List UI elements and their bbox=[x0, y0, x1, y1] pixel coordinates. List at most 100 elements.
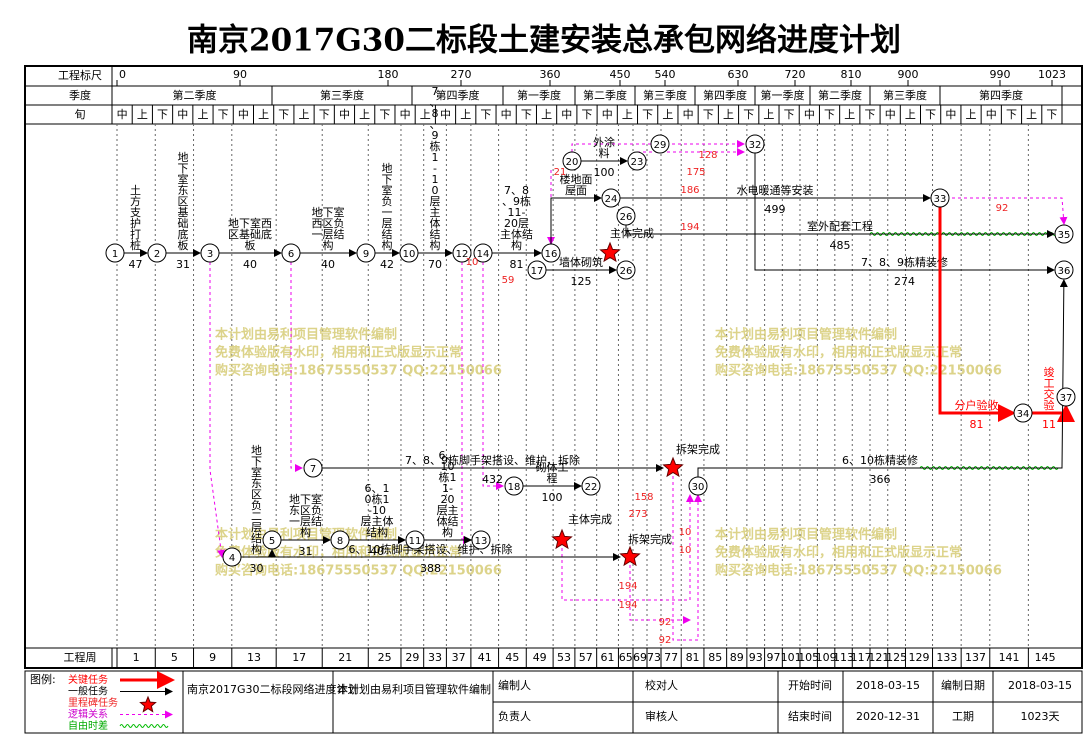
free-float-value: 186 bbox=[680, 185, 699, 196]
node bbox=[356, 243, 376, 263]
node-label: 35 bbox=[1058, 230, 1071, 241]
week: 29 bbox=[405, 651, 419, 664]
week: 101 bbox=[781, 651, 802, 664]
watermark: 本计划由易利项目管理软件编制 bbox=[215, 527, 397, 543]
node-label: 30 bbox=[692, 482, 705, 493]
free-float-value: 10 bbox=[466, 257, 479, 268]
node-label: 29 bbox=[654, 140, 667, 151]
xun-label: 旬 bbox=[75, 108, 86, 121]
node-label: 24 bbox=[605, 194, 618, 205]
node bbox=[262, 530, 282, 550]
task-arrow bbox=[550, 194, 602, 244]
xun: 中 bbox=[117, 108, 128, 121]
watermark: 购买咨询电话:18675550537 QQ:22150066 bbox=[215, 563, 502, 579]
quarter: 第三季度 bbox=[643, 88, 687, 102]
task-arrow bbox=[938, 207, 1016, 422]
xun: 下 bbox=[319, 108, 330, 121]
week: 129 bbox=[909, 651, 930, 664]
logic-link bbox=[482, 262, 504, 490]
watermark: 免费体验版有水印，相用和正式版显示正常 bbox=[715, 345, 962, 361]
task-label: 墙体砌筑 bbox=[559, 255, 603, 269]
week: 125 bbox=[886, 651, 907, 664]
watermark: 免费体验版有水印，相用和正式版显示正常 bbox=[715, 545, 962, 561]
scale-tick-label: 990 bbox=[990, 68, 1011, 81]
node bbox=[147, 243, 167, 263]
xun: 上 bbox=[723, 108, 734, 121]
week: 41 bbox=[478, 651, 492, 664]
xun: 下 bbox=[824, 108, 835, 121]
free-float-value: 273 bbox=[628, 509, 647, 520]
node bbox=[688, 476, 708, 496]
task-label: 楼地面屋面 bbox=[560, 172, 593, 197]
title: 南京2017G30二标段土建安装总承包网络进度计划 bbox=[187, 23, 901, 59]
node bbox=[1056, 387, 1076, 407]
week: 17 bbox=[292, 651, 306, 664]
week: 9 bbox=[209, 651, 216, 664]
task-arrow bbox=[1032, 404, 1075, 422]
watermark: 购买咨询电话:18675550537 QQ:22150066 bbox=[715, 563, 1002, 579]
node-label: 22 bbox=[585, 482, 598, 493]
scale-tick-label: 810 bbox=[841, 68, 862, 81]
task-label: 分户验收 bbox=[955, 398, 999, 412]
xun: 中 bbox=[339, 108, 350, 121]
xun: 下 bbox=[925, 108, 936, 121]
quarter: 第一季度 bbox=[761, 88, 805, 102]
week: 65 bbox=[619, 651, 633, 664]
xun: 中 bbox=[177, 108, 188, 121]
legend-label: 逻辑关系 bbox=[68, 708, 108, 721]
task-duration: 100 bbox=[542, 491, 563, 504]
task-label: 7、8、9栋精装修 bbox=[861, 255, 948, 269]
task-duration: 40 bbox=[370, 545, 384, 558]
free-float-value: 92 bbox=[996, 203, 1009, 214]
start-label: 开始时间 bbox=[788, 678, 832, 692]
logic-link bbox=[629, 565, 691, 624]
node bbox=[452, 243, 472, 263]
watermark: 本计划由易利项目管理软件编制 bbox=[715, 527, 897, 543]
free-float-value: 59 bbox=[502, 275, 515, 286]
leader: 负责人 bbox=[498, 709, 531, 723]
week: 117 bbox=[851, 651, 872, 664]
node bbox=[399, 243, 419, 263]
xun: 中 bbox=[986, 108, 997, 121]
scale-tick-label: 630 bbox=[728, 68, 749, 81]
node bbox=[105, 243, 125, 263]
quarter: 第二季度 bbox=[818, 88, 862, 102]
free-float-value: 194 bbox=[618, 600, 637, 611]
task-duration: 125 bbox=[571, 275, 592, 288]
task-duration: 40 bbox=[243, 258, 257, 271]
node bbox=[222, 547, 242, 567]
date: 2018-03-15 bbox=[1008, 679, 1072, 692]
xun: 上 bbox=[460, 108, 471, 121]
free-float-value: 10 bbox=[679, 545, 692, 556]
task-duration: 42 bbox=[380, 258, 394, 271]
task-label: 地下室东区负一层结构 bbox=[289, 492, 322, 539]
node-label: 7 bbox=[310, 464, 316, 475]
task-label: 地下室东区基础底板 bbox=[178, 151, 189, 252]
week: 37 bbox=[452, 651, 466, 664]
node-label: 37 bbox=[1060, 393, 1073, 404]
scale-tick-label: 90 bbox=[233, 68, 247, 81]
node-label: 18 bbox=[508, 482, 521, 493]
xun: 上 bbox=[763, 108, 774, 121]
node bbox=[650, 134, 670, 154]
xun: 上 bbox=[420, 108, 431, 121]
task-duration: 499 bbox=[765, 203, 786, 216]
logic-link bbox=[561, 494, 694, 601]
xun: 中 bbox=[561, 108, 572, 121]
node bbox=[1013, 403, 1033, 423]
xun: 上 bbox=[905, 108, 916, 121]
free-float-value: 21 bbox=[554, 167, 567, 178]
node bbox=[930, 188, 950, 208]
xun: 下 bbox=[642, 108, 653, 121]
free-float-value: 175 bbox=[686, 167, 705, 178]
free-float-value: 158 bbox=[634, 492, 653, 503]
task-label: 土方支护打桩 bbox=[130, 184, 141, 252]
legend-milestone bbox=[139, 695, 157, 713]
xun: 下 bbox=[480, 108, 491, 121]
legend-title: 图例: bbox=[30, 672, 56, 686]
xun: 下 bbox=[218, 108, 229, 121]
milestone bbox=[551, 528, 573, 550]
task-arrow bbox=[625, 225, 1055, 238]
xun: 上 bbox=[541, 108, 552, 121]
scale-tick-label: 900 bbox=[898, 68, 919, 81]
